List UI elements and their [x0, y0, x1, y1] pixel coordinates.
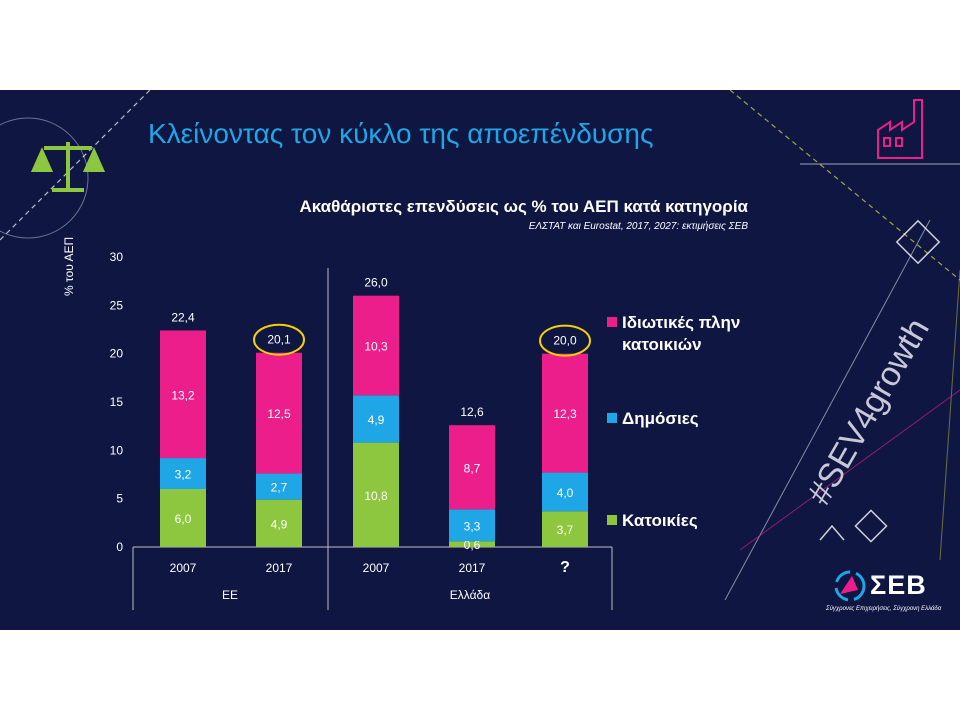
data-label: 2,7: [271, 481, 288, 495]
x-tick-label: 2017: [459, 561, 486, 575]
bar-segment: [160, 489, 206, 547]
y-tick-label: 15: [110, 395, 124, 409]
y-tick-label: 25: [110, 298, 124, 312]
y-tick-label: 30: [110, 250, 124, 264]
total-label: 20,0: [553, 334, 577, 348]
bar-segment: [449, 541, 495, 547]
data-label: 8,7: [464, 461, 481, 475]
bar-segment: [542, 353, 588, 473]
legend-swatch-housing: [607, 515, 617, 525]
scales-icon: [30, 142, 106, 192]
x-tick-label: 2007: [170, 561, 197, 575]
slide-title: Κλείνοντας τον κύκλο της αποεπένδυσης: [148, 118, 654, 149]
total-label: 26,0: [364, 276, 388, 290]
data-label: 12,5: [267, 407, 291, 421]
data-label: 10,8: [364, 489, 388, 503]
data-label: 13,2: [171, 388, 195, 402]
group-label: ΕΕ: [222, 588, 238, 602]
data-label: 3,7: [557, 523, 574, 537]
legend-label-housing: Κατοικίες: [622, 511, 698, 530]
legend-swatch-public: [607, 413, 617, 423]
y-tick-label: 20: [110, 347, 124, 361]
y-tick-label: 5: [116, 492, 123, 506]
legend-label-public: Δημόσιες: [622, 409, 699, 428]
bar-segment: [353, 295, 399, 396]
x-tick-label: 2017: [266, 561, 293, 575]
bar-segment: [160, 458, 206, 489]
highlight-circle: [253, 323, 305, 356]
total-label: 20,1: [267, 333, 291, 347]
data-label: 12,3: [553, 407, 577, 421]
x-tick-label: 2007: [363, 561, 390, 575]
slide: Κλείνοντας τον κύκλο της αποεπένδυσης Ακ…: [0, 90, 960, 630]
bar-chart: 0 5 10 15 20 25 30 6,0 3,2 13,2 22,4 2007 4,9 2,7 12,5…: [110, 250, 613, 610]
group-label: Ελλάδα: [450, 588, 490, 602]
x-tick-label: ?: [560, 559, 570, 576]
data-label: 4,0: [557, 486, 574, 500]
bar-segment: [353, 442, 399, 547]
sev-logo-icon: [834, 570, 866, 602]
data-label: 0,6: [464, 538, 481, 552]
y-tick-label: 10: [110, 443, 124, 457]
legend-item-housing: Κατοικίες: [607, 510, 698, 532]
bar-segment: [449, 509, 495, 542]
legend-item-public: Δημόσιες: [607, 408, 699, 430]
legend-swatch-private: [607, 317, 617, 327]
legend-label-private-2: κατοικιών: [622, 335, 702, 354]
data-label: 3,3: [464, 519, 481, 533]
data-label: 3,2: [175, 468, 192, 482]
bar-segment: [353, 395, 399, 443]
decorative-lines: [0, 90, 960, 601]
bar-segment: [256, 499, 302, 547]
y-tick-label: 0: [116, 540, 123, 554]
chart-source: ΕΛΣΤΑΤ και Eurostat, 2017, 2027: εκτιμήσ…: [528, 221, 748, 232]
bar-segment: [542, 472, 588, 512]
bar-segment: [256, 352, 302, 474]
data-label: 6,0: [175, 512, 192, 526]
data-label: 4,9: [271, 517, 288, 531]
bar-segment: [542, 511, 588, 547]
bar-segment: [449, 425, 495, 510]
legend-label-private-1: Ιδιωτικές πλην: [622, 313, 741, 332]
factory-icon: [877, 99, 923, 159]
bar-segment: [256, 473, 302, 500]
logo-text: ΣΕΒ: [870, 570, 927, 600]
total-label: 12,6: [460, 405, 484, 419]
bar-segment: [160, 330, 206, 459]
chart-subtitle: Ακαθάριστες επενδύσεις ως % του ΑΕΠ κατά…: [299, 197, 748, 216]
legend-item-private: Ιδιωτικές πλην κατοικιών: [607, 312, 741, 356]
highlight-circle: [539, 324, 591, 357]
data-label: 10,3: [364, 339, 388, 353]
data-label: 4,9: [368, 413, 385, 427]
total-label: 22,4: [171, 310, 195, 324]
logo-tagline: Σύγχρονες Επιχειρήσεις, Σύγχρονη Ελλάδα: [826, 606, 942, 612]
